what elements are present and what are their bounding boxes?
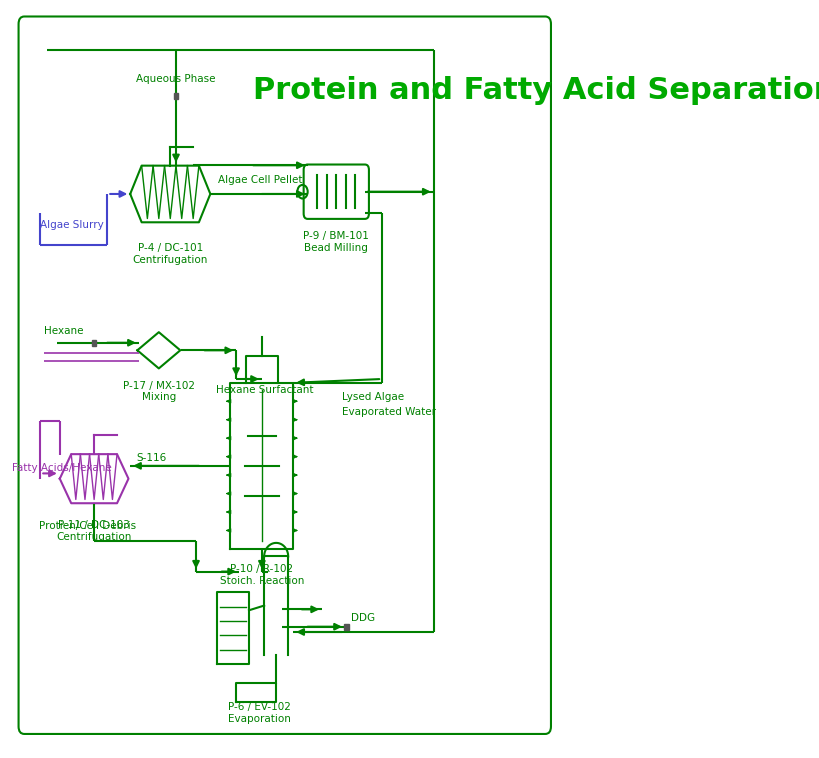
Text: S-116: S-116 [136,453,166,462]
Text: DDG: DDG [351,612,374,622]
Text: Protein and Fatty Acid Separations: Protein and Fatty Acid Separations [253,76,819,105]
Text: Hexane Surfactant: Hexane Surfactant [215,384,313,395]
Text: P-9 / BM-101
Bead Milling: P-9 / BM-101 Bead Milling [303,231,369,252]
Text: Algae Cell Pellet: Algae Cell Pellet [218,174,302,185]
Text: P-4 / DC-101
Centrifugation: P-4 / DC-101 Centrifugation [133,243,208,265]
FancyBboxPatch shape [19,17,550,734]
Text: P-17 / MX-102
Mixing: P-17 / MX-102 Mixing [123,381,195,402]
FancyBboxPatch shape [303,164,369,219]
Text: Evaporated Water: Evaporated Water [342,407,436,417]
Text: Hexane: Hexane [43,326,84,336]
Text: P-6 / EV-102
Evaporation: P-6 / EV-102 Evaporation [228,702,290,724]
Bar [92,340,97,346]
Text: Protien/Cell Debris: Protien/Cell Debris [38,521,136,531]
Text: Aqueous Phase: Aqueous Phase [136,74,215,84]
Text: Algae Slurry: Algae Slurry [40,220,104,230]
Text: Fatty Acids/Hexane: Fatty Acids/Hexane [11,463,111,473]
Bar [344,624,348,630]
Text: P-11 / DC-103
Centrifugation: P-11 / DC-103 Centrifugation [57,520,132,542]
Text: Lysed Algae: Lysed Algae [342,392,404,402]
Text: P-10 / R-102
Stoich. Reaction: P-10 / R-102 Stoich. Reaction [219,564,304,586]
Bar [174,92,178,99]
